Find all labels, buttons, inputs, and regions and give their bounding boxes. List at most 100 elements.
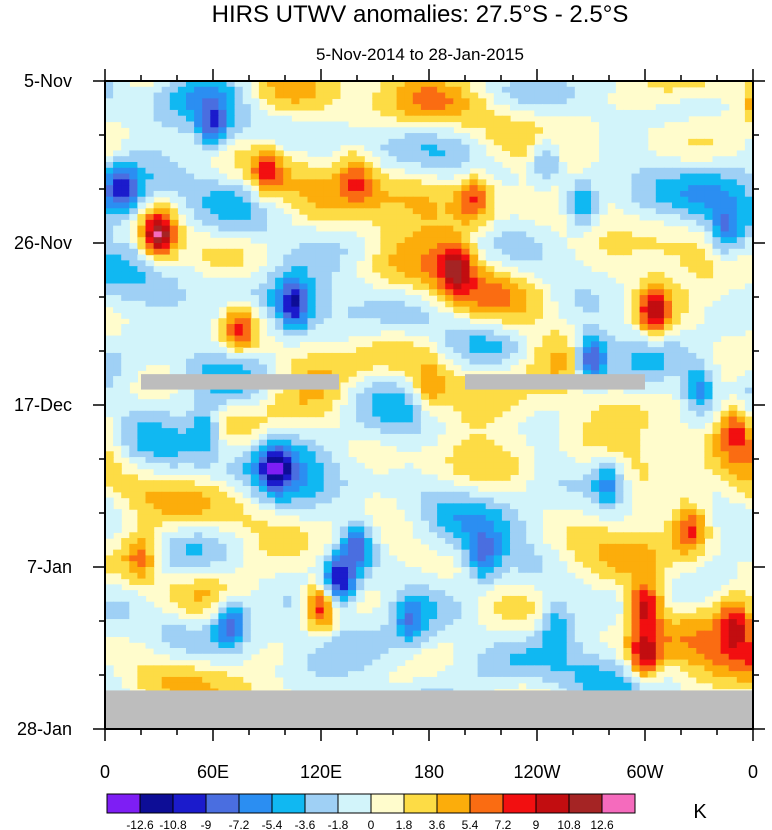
anomaly-cell [542, 358, 552, 366]
anomaly-cell [299, 104, 309, 111]
anomaly-cell [607, 410, 616, 418]
anomaly-cell [712, 457, 722, 464]
anomaly-cell [477, 509, 487, 516]
anomaly-cell [493, 277, 503, 285]
anomaly-cell [210, 81, 219, 88]
anomaly-cell [169, 266, 179, 273]
anomaly-cell [323, 405, 333, 412]
anomaly-cell [356, 416, 365, 423]
anomaly-cell [445, 538, 454, 545]
anomaly-cell [615, 312, 624, 319]
anomaly-cell [323, 358, 333, 366]
anomaly-cell [210, 462, 219, 470]
anomaly-cell [453, 167, 462, 175]
anomaly-cell [267, 92, 276, 99]
anomaly-cell [534, 231, 543, 238]
anomaly-cell [186, 162, 195, 169]
anomaly-cell [258, 289, 268, 296]
anomaly-cell [404, 248, 414, 256]
anomaly-cell [177, 543, 187, 551]
anomaly-cell [258, 433, 268, 441]
anomaly-cell [348, 254, 357, 261]
anomaly-cell [307, 352, 317, 360]
anomaly-cell [445, 300, 454, 308]
anomaly-cell [720, 520, 730, 528]
anomaly-cell [591, 347, 600, 354]
anomaly-cell [639, 370, 649, 377]
anomaly-cell [623, 243, 633, 250]
anomaly-cell [177, 190, 187, 198]
anomaly-cell [404, 277, 414, 285]
anomaly-cell [396, 567, 406, 574]
anomaly-cell [453, 532, 462, 539]
anomaly-cell [169, 480, 179, 487]
anomaly-cell [518, 561, 527, 568]
anomaly-cell [388, 156, 398, 163]
anomaly-cell [744, 428, 753, 435]
anomaly-cell [696, 422, 705, 429]
anomaly-cell [728, 306, 738, 314]
anomaly-cell [267, 295, 276, 302]
anomaly-cell [113, 109, 122, 117]
anomaly-cell [380, 358, 390, 366]
anomaly-cell [469, 266, 479, 273]
anomaly-cell [396, 306, 406, 314]
anomaly-cell [412, 283, 422, 290]
anomaly-cell [307, 248, 317, 256]
anomaly-cell [396, 162, 406, 169]
anomaly-cell [129, 133, 138, 140]
anomaly-cell [607, 433, 616, 441]
anomaly-cell [299, 543, 309, 551]
anomaly-cell [574, 468, 584, 476]
anomaly-cell [153, 190, 163, 198]
anomaly-cell [299, 306, 309, 314]
anomaly-cell [161, 248, 171, 256]
anomaly-cell [469, 352, 479, 360]
anomaly-cell [218, 567, 228, 574]
anomaly-cell [299, 486, 309, 493]
anomaly-cell [307, 266, 317, 273]
anomaly-cell [339, 497, 349, 504]
anomaly-cell [291, 283, 300, 290]
anomaly-cell [380, 555, 390, 562]
anomaly-cell [121, 300, 130, 308]
anomaly-cell [744, 295, 753, 302]
anomaly-cell [720, 231, 730, 238]
anomaly-cell [307, 428, 317, 435]
anomaly-cell [323, 179, 333, 186]
anomaly-cell [566, 318, 576, 325]
anomaly-cell [364, 538, 373, 545]
anomaly-cell [258, 150, 268, 157]
anomaly-cell [267, 167, 276, 175]
anomaly-cell [647, 277, 657, 285]
anomaly-cell [477, 445, 487, 452]
anomaly-cell [704, 341, 714, 348]
anomaly-cell [137, 104, 147, 111]
anomaly-cell [647, 156, 657, 163]
anomaly-cell [194, 92, 203, 99]
anomaly-cell [202, 133, 211, 140]
anomaly-cell [161, 98, 171, 105]
anomaly-cell [591, 364, 600, 371]
anomaly-cell [518, 289, 527, 296]
anomaly-cell [226, 86, 236, 94]
anomaly-cell [218, 335, 228, 342]
anomaly-cell [121, 266, 130, 273]
anomaly-cell [688, 416, 697, 423]
anomaly-cell [558, 491, 568, 499]
anomaly-cell [129, 271, 138, 279]
anomaly-cell [591, 196, 600, 204]
anomaly-cell [453, 555, 462, 562]
anomaly-cell [655, 318, 665, 325]
anomaly-cell [672, 514, 681, 522]
anomaly-cell [177, 433, 187, 441]
anomaly-cell [307, 295, 317, 302]
anomaly-cell [153, 318, 163, 325]
anomaly-cell [283, 457, 292, 464]
anomaly-cell [469, 219, 479, 227]
anomaly-cell [728, 248, 738, 256]
anomaly-cell [445, 98, 454, 105]
anomaly-cell [161, 416, 171, 423]
anomaly-cell [429, 225, 438, 233]
anomaly-cell [145, 532, 155, 539]
